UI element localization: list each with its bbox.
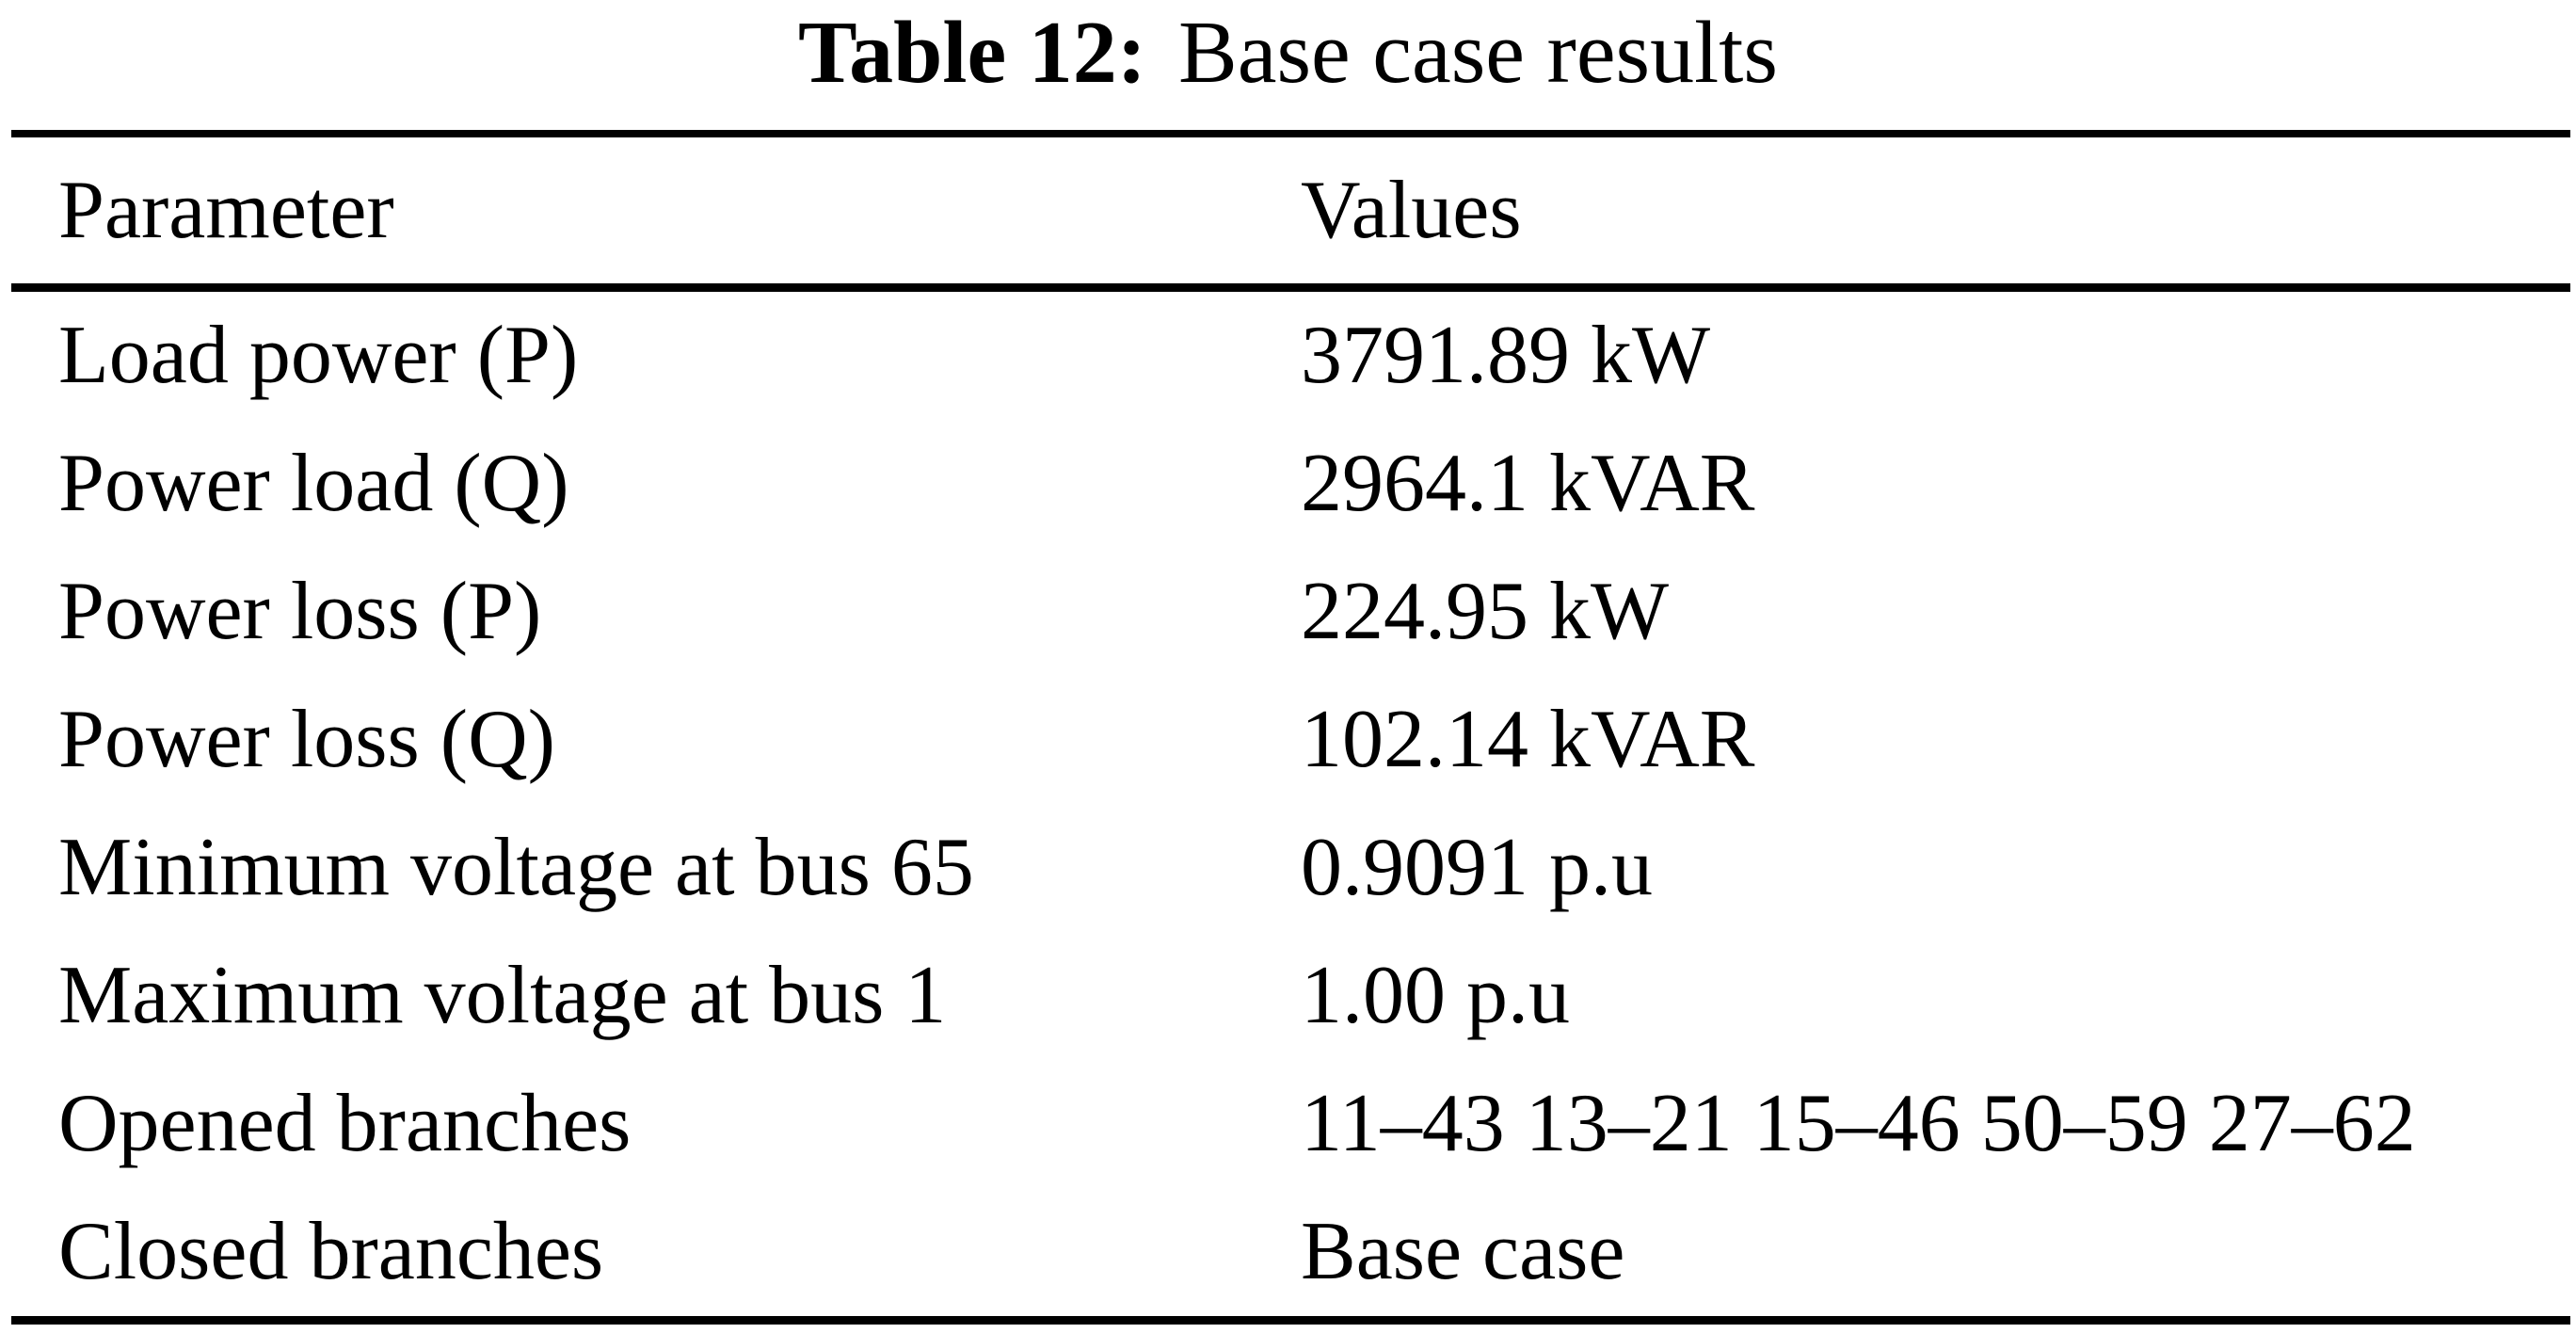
table-row: Power loss (Q) 102.14 kVAR — [0, 676, 2576, 804]
value-cell: 3791.89 kW — [1301, 310, 1711, 401]
table-bottom-rule — [11, 1316, 2570, 1325]
parameter-cell: Power loss (P) — [58, 566, 542, 657]
table-caption-title: Base case results — [1178, 4, 1778, 102]
table-row: Power load (Q) 2964.1 kVAR — [0, 420, 2576, 548]
parameter-cell: Power load (Q) — [58, 438, 569, 529]
header-values: Values — [1301, 165, 1522, 256]
value-cell: 0.9091 p.u — [1301, 822, 1653, 913]
table-caption: Table 12: Base case results — [0, 0, 2576, 105]
parameter-cell: Minimum voltage at bus 65 — [58, 822, 974, 913]
parameter-cell: Closed branches — [58, 1206, 604, 1297]
table-row: Opened branches 11–43 13–21 15–46 50–59 … — [0, 1060, 2576, 1188]
table-body: Load power (P) 3791.89 kW Power load (Q)… — [0, 292, 2576, 1316]
value-cell: 102.14 kVAR — [1301, 694, 1755, 785]
parameter-cell: Load power (P) — [58, 310, 579, 401]
parameter-cell: Power loss (Q) — [58, 694, 555, 785]
table-row: Closed branches Base case — [0, 1188, 2576, 1316]
header-parameter: Parameter — [58, 165, 394, 256]
value-cell: 2964.1 kVAR — [1301, 438, 1755, 529]
table-row: Maximum voltage at bus 1 1.00 p.u — [0, 932, 2576, 1060]
value-cell: 224.95 kW — [1301, 566, 1670, 657]
table-top-rule — [11, 130, 2570, 137]
table-header-row: Parameter Values — [0, 138, 2576, 283]
table-caption-label: Table 12: — [798, 4, 1147, 102]
table-row: Load power (P) 3791.89 kW — [0, 292, 2576, 420]
table-row: Minimum voltage at bus 65 0.9091 p.u — [0, 804, 2576, 932]
value-cell: 11–43 13–21 15–46 50–59 27–62 — [1301, 1078, 2416, 1169]
table-row: Power loss (P) 224.95 kW — [0, 548, 2576, 676]
table-mid-rule — [11, 283, 2570, 292]
value-cell: Base case — [1301, 1206, 1625, 1297]
parameter-cell: Opened branches — [58, 1078, 632, 1169]
value-cell: 1.00 p.u — [1301, 950, 1570, 1041]
parameter-cell: Maximum voltage at bus 1 — [58, 950, 947, 1041]
